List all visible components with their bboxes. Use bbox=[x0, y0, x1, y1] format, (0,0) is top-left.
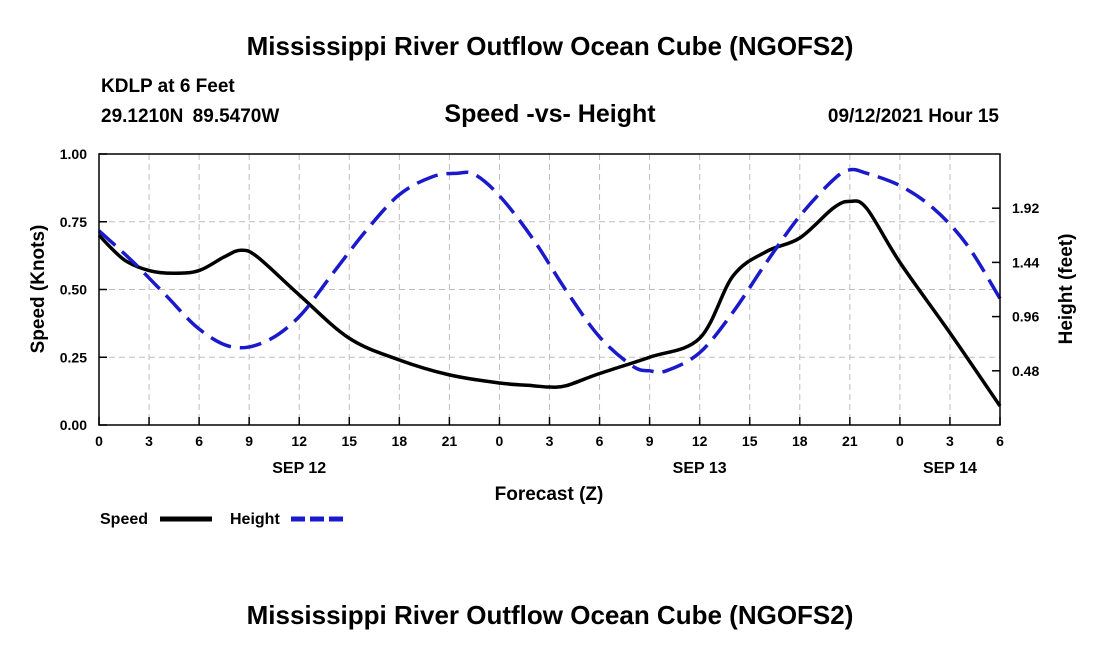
y-left-tick-label: 0.25 bbox=[60, 349, 87, 365]
station-name: KDLP at 6 Feet bbox=[101, 76, 235, 97]
x-tick-label: 3 bbox=[546, 433, 554, 449]
x-tick-label: 3 bbox=[145, 433, 153, 449]
axes-group: 0 3 6 9 12 15 18 21 0 3 6 9 12 15 18 21 0 3 6 SEP 12 SEP 13 S… bbox=[60, 146, 1040, 477]
legend: Speed Height bbox=[100, 511, 343, 528]
footer-title: Mississippi River Outflow Ocean Cube (NG… bbox=[246, 600, 854, 630]
x-tick-label: 18 bbox=[392, 433, 408, 449]
x-tick-label: 15 bbox=[742, 433, 758, 449]
y-left-tick-label: 1.00 bbox=[60, 146, 87, 162]
x-tick-label: 0 bbox=[496, 433, 504, 449]
x-tick-label: 0 bbox=[896, 433, 904, 449]
x-tick-label: 15 bbox=[341, 433, 357, 449]
chart-subtitle: Speed -vs- Height bbox=[444, 100, 656, 128]
x-tick-label: 12 bbox=[692, 433, 708, 449]
y-right-tick-label: 1.44 bbox=[1012, 254, 1039, 270]
y-right-tick-label: 0.96 bbox=[1012, 309, 1039, 325]
main-title: Mississippi River Outflow Ocean Cube (NG… bbox=[246, 31, 854, 61]
speed-series-line bbox=[97, 199, 1002, 408]
y-left-tick-label: 0.50 bbox=[60, 282, 87, 298]
x-date-label: SEP 13 bbox=[673, 460, 727, 477]
x-tick-label: 3 bbox=[946, 433, 954, 449]
y-axis-left-label: Speed (Knots) bbox=[28, 225, 49, 354]
x-tick-label: 9 bbox=[245, 433, 253, 449]
x-tick-label: 6 bbox=[596, 433, 604, 449]
x-tick-label: 12 bbox=[291, 433, 307, 449]
x-date-label: SEP 12 bbox=[272, 460, 326, 477]
station-coordinates: 29.1210N 89.5470W bbox=[101, 106, 280, 127]
y-right-tick-label: 1.92 bbox=[1012, 200, 1039, 216]
x-tick-label: 6 bbox=[996, 433, 1004, 449]
x-tick-label: 9 bbox=[646, 433, 654, 449]
grid-lines bbox=[99, 154, 1000, 425]
x-date-label: SEP 14 bbox=[923, 460, 977, 477]
x-axis-label: Forecast (Z) bbox=[495, 484, 604, 505]
y-right-tick-label: 0.48 bbox=[1012, 363, 1039, 379]
y-left-tick-label: 0.00 bbox=[60, 417, 87, 433]
x-tick-label: 21 bbox=[842, 433, 858, 449]
legend-speed-label: Speed bbox=[100, 511, 148, 528]
series-group bbox=[97, 167, 1002, 408]
forecast-datetime: 09/12/2021 Hour 15 bbox=[827, 106, 999, 127]
x-tick-label: 18 bbox=[792, 433, 808, 449]
y-axis-right-label: Height (feet) bbox=[1056, 234, 1077, 345]
y-left-tick-label: 0.75 bbox=[60, 214, 87, 230]
x-tick-label: 0 bbox=[95, 433, 103, 449]
x-tick-label: 21 bbox=[442, 433, 458, 449]
legend-height-label: Height bbox=[230, 511, 280, 528]
height-series-line bbox=[97, 167, 1002, 375]
x-tick-label: 6 bbox=[195, 433, 203, 449]
